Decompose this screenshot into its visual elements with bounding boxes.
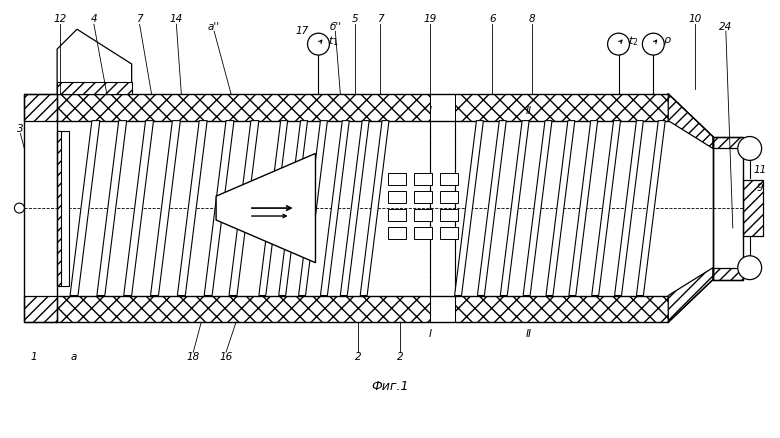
Polygon shape [455, 120, 484, 296]
Polygon shape [569, 120, 597, 296]
Text: 7: 7 [136, 14, 143, 24]
Bar [743, 180, 763, 236]
Text: 5: 5 [352, 14, 359, 24]
Bar [388, 209, 406, 221]
Text: II: II [526, 106, 532, 116]
Bar [57, 131, 69, 286]
Text: $t_2$: $t_2$ [628, 34, 639, 48]
Bar [414, 191, 432, 203]
Polygon shape [360, 120, 389, 296]
Bar [430, 296, 455, 322]
Text: 1: 1 [31, 352, 37, 362]
Bar [57, 94, 430, 120]
Circle shape [643, 33, 665, 55]
Bar [414, 209, 432, 221]
Polygon shape [321, 120, 349, 296]
Polygon shape [477, 120, 506, 296]
Bar [440, 227, 458, 239]
Text: 6: 6 [489, 14, 495, 24]
Text: Фиг.1: Фиг.1 [371, 381, 409, 393]
Circle shape [738, 137, 761, 160]
Polygon shape [340, 120, 369, 296]
Polygon shape [523, 120, 552, 296]
Polygon shape [500, 120, 529, 296]
Polygon shape [57, 29, 132, 94]
Bar [414, 227, 432, 239]
Polygon shape [668, 268, 713, 322]
Text: 7: 7 [377, 14, 384, 24]
Polygon shape [97, 120, 126, 296]
Polygon shape [124, 120, 154, 296]
Bar [440, 191, 458, 203]
Polygon shape [204, 120, 234, 296]
Bar [713, 137, 743, 279]
Polygon shape [592, 120, 621, 296]
Bar [388, 173, 406, 185]
Polygon shape [259, 120, 288, 296]
Text: 24: 24 [719, 22, 732, 32]
Bar [24, 94, 57, 322]
Polygon shape [151, 120, 180, 296]
Bar [713, 268, 743, 279]
Circle shape [608, 33, 629, 55]
Text: II: II [526, 329, 532, 339]
Bar [430, 94, 455, 120]
Text: I: I [428, 329, 431, 339]
Text: а'': а'' [208, 22, 220, 32]
Polygon shape [299, 120, 328, 296]
Bar [455, 296, 668, 322]
Circle shape [738, 256, 761, 279]
Text: 19: 19 [423, 14, 436, 24]
Text: I: I [428, 106, 431, 116]
Text: 2: 2 [396, 352, 403, 362]
Text: 16: 16 [219, 352, 232, 362]
Polygon shape [546, 120, 575, 296]
Bar [440, 173, 458, 185]
Text: $t_1$: $t_1$ [328, 34, 339, 48]
Bar [57, 131, 61, 286]
Bar [713, 137, 743, 148]
Polygon shape [668, 94, 713, 148]
Text: 17: 17 [296, 26, 309, 36]
Bar [24, 296, 57, 322]
Polygon shape [636, 120, 665, 296]
Polygon shape [615, 120, 643, 296]
Bar [57, 82, 132, 94]
Text: 10: 10 [689, 14, 702, 24]
Text: 12: 12 [54, 14, 67, 24]
Text: 8: 8 [529, 14, 535, 24]
Bar [388, 191, 406, 203]
Polygon shape [216, 153, 315, 263]
Polygon shape [177, 120, 207, 296]
Text: б'': б'' [329, 22, 342, 32]
Bar [455, 94, 668, 120]
Bar [388, 227, 406, 239]
Polygon shape [278, 120, 307, 296]
Bar [57, 296, 430, 322]
Text: 11: 11 [753, 165, 766, 175]
Text: 2: 2 [355, 352, 361, 362]
Text: 14: 14 [170, 14, 183, 24]
Text: 4: 4 [90, 14, 98, 24]
Bar [24, 94, 57, 120]
Circle shape [14, 203, 24, 213]
Text: 18: 18 [186, 352, 200, 362]
Text: 3: 3 [17, 124, 23, 134]
Circle shape [307, 33, 329, 55]
Text: $\rho$: $\rho$ [663, 35, 672, 47]
Text: 9: 9 [757, 183, 763, 193]
Polygon shape [70, 120, 100, 296]
Text: а: а [71, 352, 77, 362]
Polygon shape [229, 120, 259, 296]
Bar [414, 173, 432, 185]
Bar [440, 209, 458, 221]
